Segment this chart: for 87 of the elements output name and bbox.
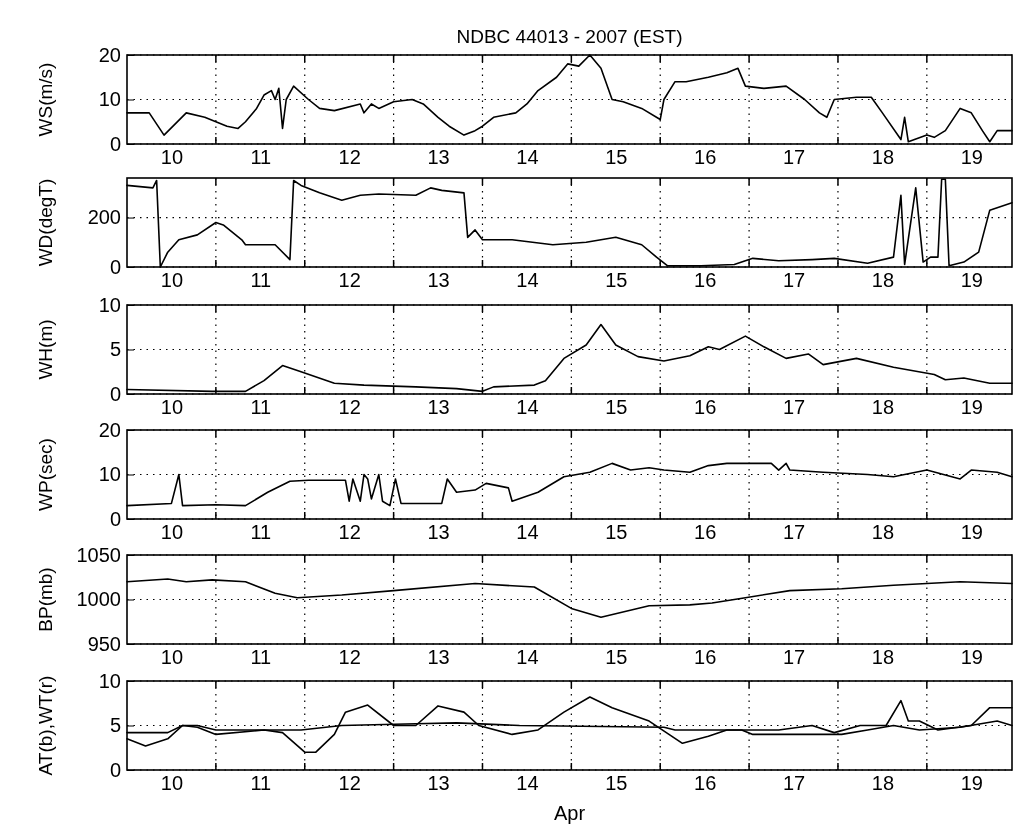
x-tick-label: 18 <box>871 396 895 419</box>
y-tick-label: 10 <box>98 463 121 486</box>
x-tick-label: 14 <box>516 269 539 292</box>
line-series <box>126 178 1013 268</box>
x-tick-label: 13 <box>427 269 450 292</box>
x-tick-label: 17 <box>782 269 806 292</box>
x-tick-label: 19 <box>960 269 983 292</box>
y-tick-label: 1000 <box>76 588 121 611</box>
x-tick-label: 13 <box>427 521 450 544</box>
y-tick-label: 10 <box>98 669 121 692</box>
x-tick-label: 11 <box>250 269 272 292</box>
y-axis-title: AT(b),WT(r) <box>35 675 56 776</box>
x-tick-label: 18 <box>871 646 895 669</box>
y-axis-title: WP(sec) <box>35 438 56 511</box>
x-tick-label: 17 <box>782 772 806 795</box>
x-tick-label: 17 <box>782 646 806 669</box>
x-tick-label: 15 <box>605 646 628 669</box>
line-series <box>126 54 1013 143</box>
x-tick-label: 11 <box>250 772 272 795</box>
x-tick-label: 14 <box>516 772 539 795</box>
x-tick-label: 13 <box>427 146 450 169</box>
y-tick-label: 950 <box>87 632 121 655</box>
x-tick-label: 16 <box>694 269 717 292</box>
x-tick-label: 19 <box>960 772 983 795</box>
x-tick-label: 17 <box>782 146 806 169</box>
y-tick-label: 20 <box>98 43 121 66</box>
x-tick-label: 12 <box>338 521 361 544</box>
x-tick-label: 17 <box>782 521 806 544</box>
y-axis-title: WH(m) <box>35 319 56 380</box>
x-tick-label: 10 <box>160 521 184 544</box>
y-tick-label: 0 <box>109 382 121 405</box>
x-tick-label: 16 <box>694 146 717 169</box>
y-tick-label: 0 <box>109 507 121 530</box>
x-tick-label: 16 <box>694 772 717 795</box>
x-tick-label: 16 <box>694 396 717 419</box>
x-tick-label: 15 <box>605 269 628 292</box>
x-tick-label: 12 <box>338 269 361 292</box>
y-tick-label: 10 <box>98 88 121 111</box>
y-tick-label: 5 <box>109 338 121 361</box>
x-tick-label: 10 <box>160 772 184 795</box>
x-tick-label: 16 <box>694 646 717 669</box>
y-axis-title: BP(mb) <box>35 567 56 632</box>
x-tick-label: 14 <box>516 396 539 419</box>
x-tick-label: 12 <box>338 772 361 795</box>
y-tick-label: 5 <box>109 714 121 737</box>
x-tick-label: 17 <box>782 396 806 419</box>
x-tick-label: 11 <box>250 521 272 544</box>
x-tick-label: 12 <box>338 146 361 169</box>
y-tick-label: 20 <box>98 418 121 441</box>
x-tick-label: 15 <box>605 396 628 419</box>
x-tick-label: 19 <box>960 646 983 669</box>
y-tick-label: 0 <box>109 132 121 155</box>
x-tick-label: 13 <box>427 646 450 669</box>
x-tick-label: 14 <box>516 646 539 669</box>
y-tick-label: 0 <box>109 758 121 781</box>
chart-title: NDBC 44013 - 2007 (EST) <box>456 26 683 47</box>
x-tick-label: 14 <box>516 521 539 544</box>
x-tick-label: 15 <box>605 772 628 795</box>
y-tick-label: 0 <box>109 255 121 278</box>
x-tick-label: 14 <box>516 146 539 169</box>
y-tick-label: 1050 <box>76 543 121 566</box>
x-tick-label: 16 <box>694 521 717 544</box>
x-axis-title: Apr <box>553 802 586 824</box>
y-tick-label: 200 <box>87 206 121 229</box>
x-tick-label: 13 <box>427 396 450 419</box>
x-tick-label: 19 <box>960 396 983 419</box>
x-tick-label: 18 <box>871 269 895 292</box>
x-tick-label: 19 <box>960 521 983 544</box>
x-tick-label: 10 <box>160 646 184 669</box>
x-tick-label: 11 <box>250 396 272 419</box>
x-tick-label: 12 <box>338 646 361 669</box>
x-tick-label: 18 <box>871 772 895 795</box>
y-tick-label: 10 <box>98 293 121 316</box>
y-axis-title: WS(m/s) <box>35 62 56 137</box>
x-tick-label: 15 <box>605 146 628 169</box>
x-tick-label: 10 <box>160 146 184 169</box>
y-axis-title: WD(degT) <box>35 178 56 267</box>
x-tick-label: 19 <box>960 146 983 169</box>
x-tick-label: 11 <box>250 646 272 669</box>
x-tick-label: 18 <box>871 146 895 169</box>
x-tick-label: 13 <box>427 772 450 795</box>
x-tick-label: 11 <box>250 146 272 169</box>
x-tick-label: 15 <box>605 521 628 544</box>
x-tick-label: 10 <box>160 396 184 419</box>
x-tick-label: 18 <box>871 521 895 544</box>
x-tick-label: 12 <box>338 396 361 419</box>
x-tick-label: 10 <box>160 269 184 292</box>
